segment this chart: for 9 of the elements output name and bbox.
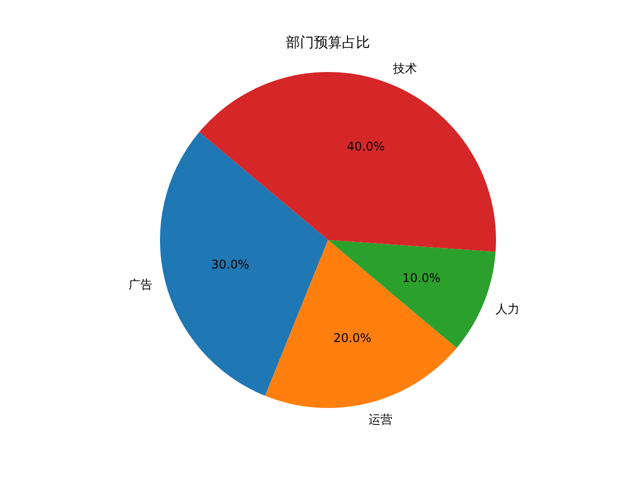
slice-label: 运营 (368, 412, 393, 426)
slice-label: 广告 (128, 278, 153, 292)
slice-label: 人力 (495, 302, 520, 316)
data-label: 20.0% (333, 330, 372, 345)
data-label: 30.0% (211, 257, 250, 272)
slice-label: 技术 (392, 62, 418, 76)
chart-title: 部门预算占比 (286, 35, 370, 51)
data-label: 10.0% (402, 270, 441, 285)
data-label: 40.0% (346, 140, 385, 154)
